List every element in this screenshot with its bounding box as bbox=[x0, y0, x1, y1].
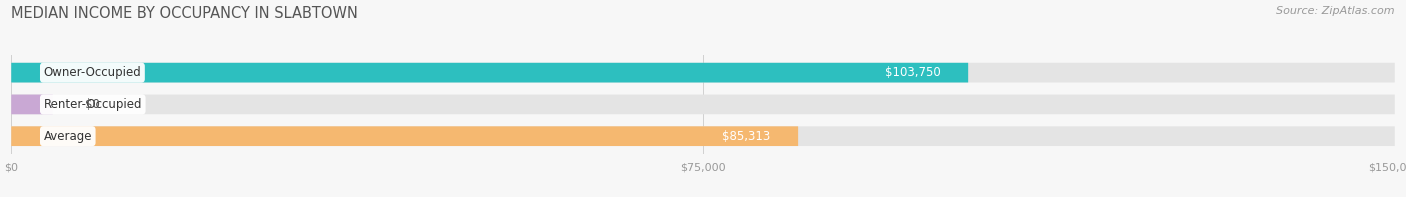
FancyBboxPatch shape bbox=[11, 63, 1395, 83]
Text: $103,750: $103,750 bbox=[884, 66, 941, 79]
FancyBboxPatch shape bbox=[11, 95, 53, 114]
FancyBboxPatch shape bbox=[11, 126, 799, 146]
Text: Renter-Occupied: Renter-Occupied bbox=[44, 98, 142, 111]
Text: Source: ZipAtlas.com: Source: ZipAtlas.com bbox=[1277, 6, 1395, 16]
FancyBboxPatch shape bbox=[11, 95, 1395, 114]
Text: $85,313: $85,313 bbox=[723, 130, 770, 143]
FancyBboxPatch shape bbox=[11, 63, 969, 83]
FancyBboxPatch shape bbox=[11, 126, 1395, 146]
Text: $0: $0 bbox=[84, 98, 100, 111]
Text: Owner-Occupied: Owner-Occupied bbox=[44, 66, 141, 79]
Text: Average: Average bbox=[44, 130, 91, 143]
Text: MEDIAN INCOME BY OCCUPANCY IN SLABTOWN: MEDIAN INCOME BY OCCUPANCY IN SLABTOWN bbox=[11, 6, 359, 21]
